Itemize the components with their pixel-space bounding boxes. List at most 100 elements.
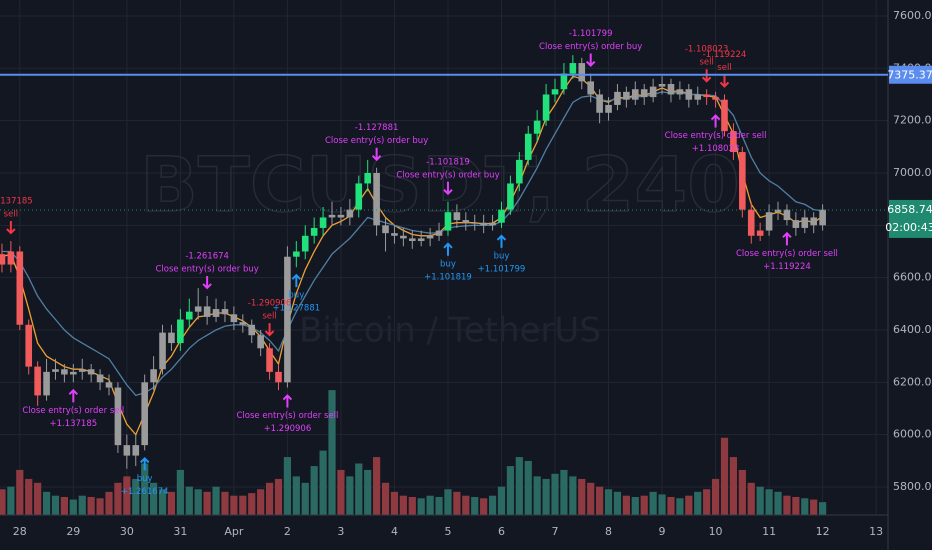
candle-body xyxy=(640,89,648,98)
volume-bar xyxy=(417,498,425,515)
volume-bar xyxy=(381,482,390,515)
volume-bar xyxy=(51,495,60,515)
candle-body xyxy=(730,131,737,153)
signal-arrow xyxy=(202,275,212,290)
volume-bar xyxy=(212,486,220,515)
candle-body xyxy=(685,89,693,100)
volume-bar xyxy=(774,491,782,515)
candle-body xyxy=(658,84,666,87)
candle-body xyxy=(0,254,6,265)
signal-arrow xyxy=(443,242,453,256)
candle-body xyxy=(676,89,684,95)
signal-arrow xyxy=(710,114,721,128)
volume-bar xyxy=(7,486,15,515)
x-tick-label: 13 xyxy=(869,525,883,538)
signal-amount: +1.119224 xyxy=(763,262,811,272)
signal-amount: +1.261674 xyxy=(121,487,169,497)
signal-label: Close entry(s) order sell xyxy=(736,249,838,259)
x-tick-label: 29 xyxy=(66,525,80,538)
signal-amount: -1.137185 xyxy=(0,197,33,207)
volume-bar xyxy=(274,478,283,515)
watermark-description: Bitcoin / TetherUS xyxy=(299,311,601,351)
candle-body xyxy=(614,91,621,105)
candle-body xyxy=(212,309,220,317)
candle-body xyxy=(328,214,336,218)
candle-body xyxy=(382,225,389,234)
volume-bar xyxy=(319,450,327,515)
volume-bar xyxy=(604,489,613,515)
hline-label-box xyxy=(889,65,932,84)
signal-arrow xyxy=(291,273,302,288)
candle-body xyxy=(70,371,77,375)
hline-label: 7375.37 xyxy=(887,69,932,82)
signal-arrow xyxy=(782,231,792,246)
volume-bar xyxy=(551,473,559,515)
x-tick-label: 31 xyxy=(173,525,187,538)
signal-label: Close entry(s) order buy xyxy=(539,42,642,52)
price-axis xyxy=(888,0,932,550)
volume-bar xyxy=(560,469,568,515)
candle-body xyxy=(542,94,550,121)
signal-label: Close entry(s) order sell xyxy=(22,406,124,416)
candle-body xyxy=(462,220,470,223)
candle-body xyxy=(516,159,523,184)
volume-bar xyxy=(399,495,407,515)
candle-body xyxy=(16,251,24,325)
volume-bar xyxy=(248,493,256,515)
candle-body xyxy=(774,209,782,213)
x-tick-label: 11 xyxy=(762,525,776,538)
candle-body xyxy=(355,183,363,210)
candle-body xyxy=(373,172,380,226)
candle-body xyxy=(756,230,764,236)
signal-label: Close entry(s) order sell xyxy=(236,411,338,421)
volume-bar xyxy=(578,478,586,515)
signal-arrow xyxy=(139,456,150,471)
volume-bar xyxy=(613,491,622,515)
candle-body xyxy=(25,324,33,367)
candle-body xyxy=(266,348,273,372)
candle-body xyxy=(7,251,15,265)
volume-bar xyxy=(158,489,167,515)
candle-body xyxy=(667,84,675,95)
volume-bar xyxy=(69,499,77,515)
volume-bar xyxy=(462,495,470,515)
volume-bar xyxy=(105,491,113,515)
candle-body xyxy=(159,332,166,370)
candle-body xyxy=(551,89,559,95)
y-tick-label: 6600.00 xyxy=(893,271,932,284)
signal-label: Close entry(s) order sell xyxy=(665,131,767,141)
candle-body xyxy=(96,374,104,383)
candle-body xyxy=(801,217,809,228)
volume-bar xyxy=(60,496,69,515)
x-tick-label: 7 xyxy=(552,525,559,538)
candle-body xyxy=(230,314,238,323)
signal-arrow xyxy=(585,53,596,67)
volume-bar xyxy=(364,469,372,515)
candle-body xyxy=(52,369,59,372)
overlays: 7375.37 6858.74 02:00:43 xyxy=(0,65,932,238)
signal-label: buy xyxy=(137,474,153,484)
volume-bar xyxy=(631,496,639,515)
candle-body xyxy=(783,209,791,221)
y-tick-label: 7600.00 xyxy=(893,9,932,22)
volume-bar xyxy=(819,502,827,515)
volume-bar xyxy=(747,482,755,515)
candle-body xyxy=(34,366,41,396)
volume-bar xyxy=(25,478,33,515)
signal-label: sell xyxy=(4,210,18,220)
x-tick-label: 28 xyxy=(13,525,27,538)
signal-label: buy xyxy=(440,259,456,269)
volume-bar xyxy=(78,495,86,515)
volume-bar xyxy=(42,491,51,515)
y-tick-label: 5800.00 xyxy=(893,480,932,493)
candle-body xyxy=(721,99,728,132)
volume-bar xyxy=(239,495,247,515)
signal-amount: -1.101799 xyxy=(569,29,613,39)
candle-body xyxy=(489,222,496,226)
volume-bar xyxy=(221,491,229,515)
volume-bar xyxy=(524,460,532,515)
volume-bar xyxy=(444,489,452,515)
volume-bar xyxy=(480,498,488,515)
candle-body xyxy=(578,63,586,82)
candle-body xyxy=(78,369,86,372)
